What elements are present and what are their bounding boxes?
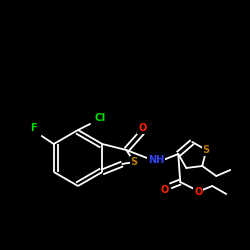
Text: S: S [203,145,210,155]
Text: F: F [30,123,37,133]
Text: Cl: Cl [94,113,106,123]
Text: S: S [131,157,138,167]
Text: O: O [138,123,146,133]
Text: O: O [160,185,168,195]
Text: NH: NH [148,155,164,165]
Text: O: O [194,187,202,197]
